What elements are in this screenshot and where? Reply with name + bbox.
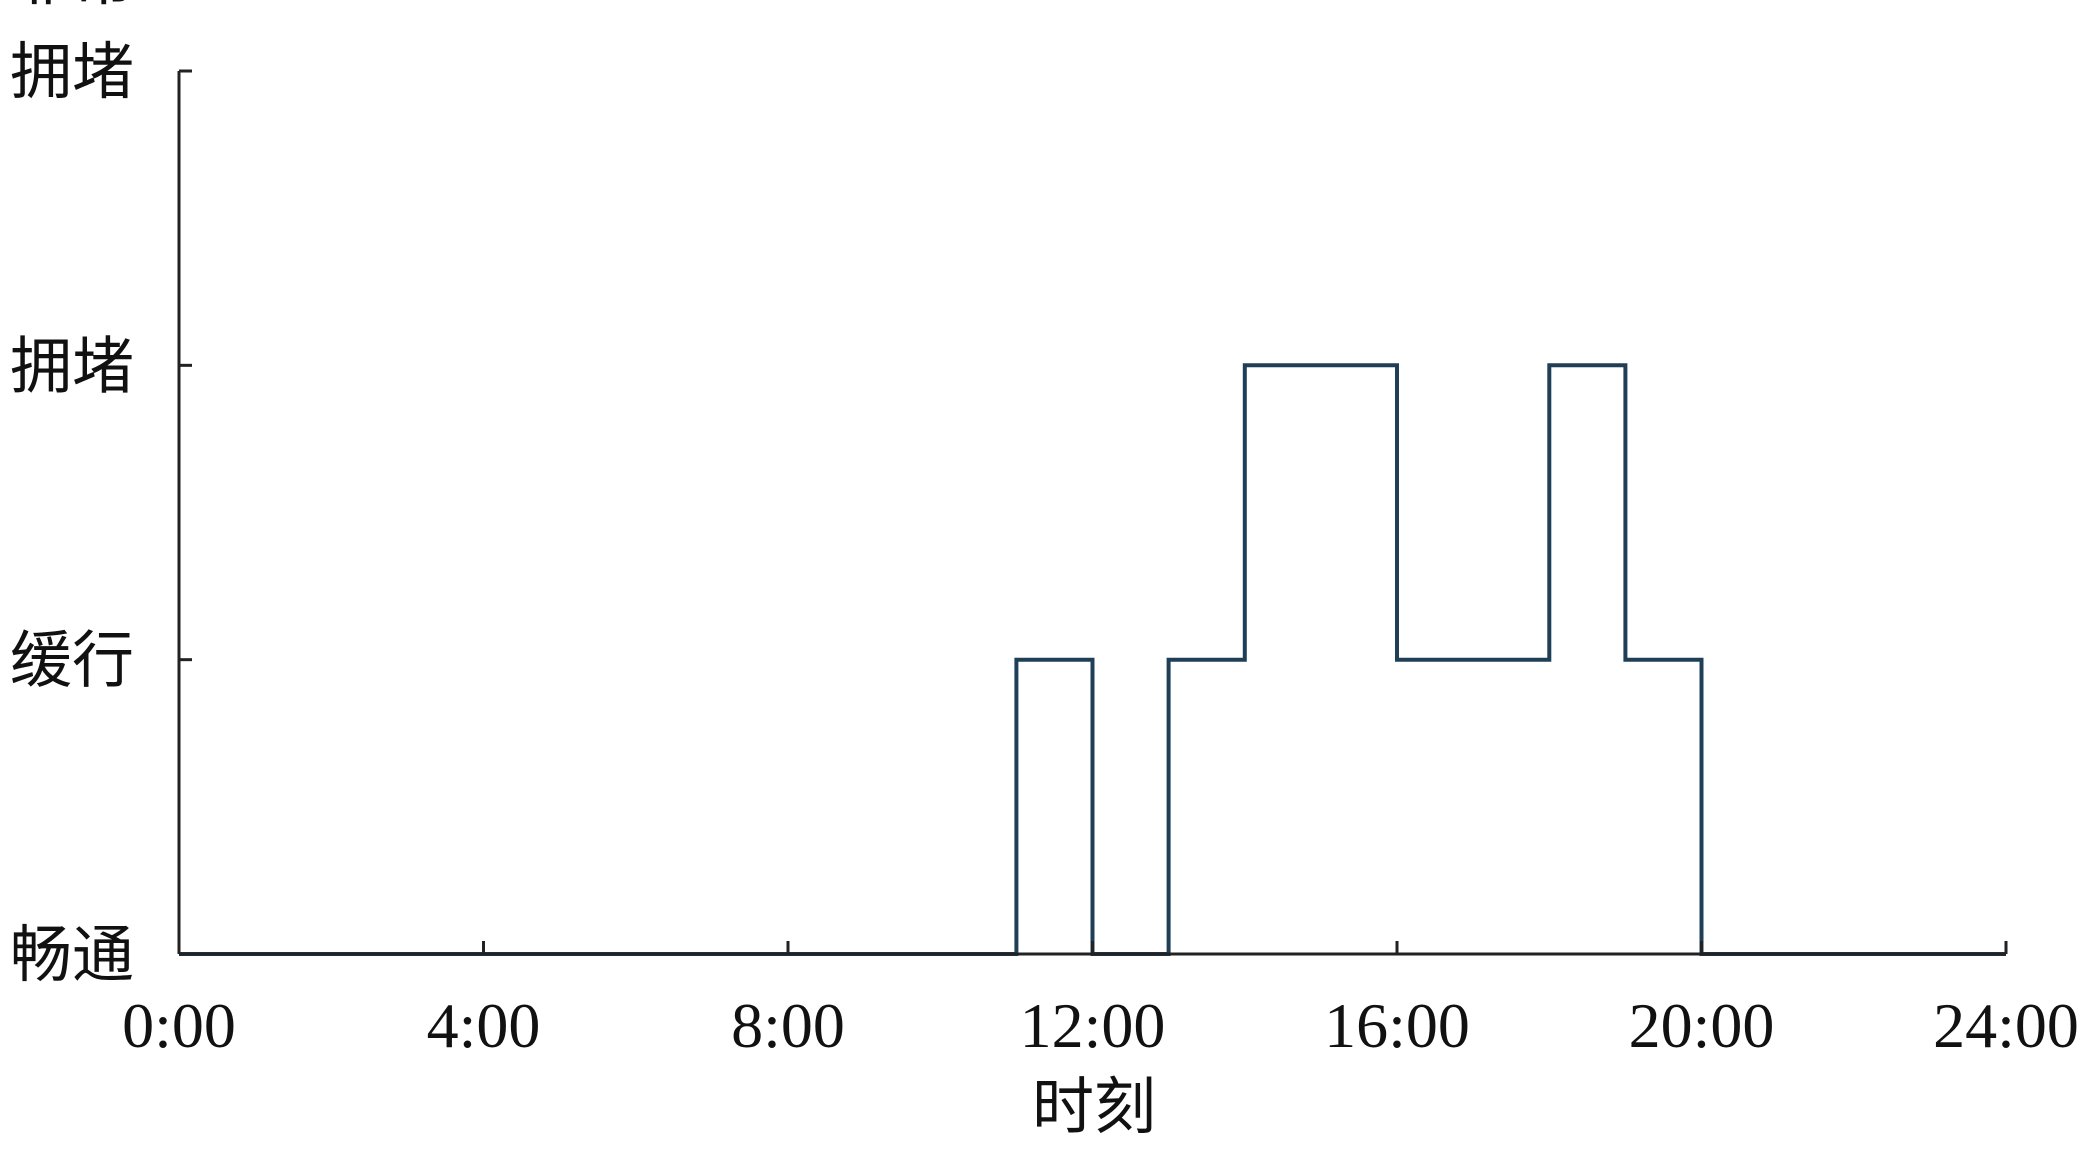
x-tick-label: 20:00 (1629, 990, 1775, 1061)
x-tick-label: 12:00 (1020, 990, 1166, 1061)
y-tick-label: 缓行 (10, 624, 134, 697)
y-tick-label: 非常 (10, 0, 134, 14)
x-axis: 0:00 4:00 8:00 12:00 16:00 20:00 24:00 (122, 941, 2079, 1061)
y-tick-label: 拥堵 (10, 35, 134, 108)
x-tick-label: 4:00 (427, 990, 541, 1061)
y-tick-label: 拥堵 (10, 329, 134, 402)
series-line (179, 363, 2006, 956)
x-tick-label: 0:00 (122, 990, 236, 1061)
y-axis: 畅通 缓行 拥堵 非常拥堵 (10, 0, 192, 991)
x-tick-label: 24:00 (1933, 990, 2079, 1061)
plot-area (179, 363, 2006, 956)
x-tick-label: 8:00 (731, 990, 845, 1061)
y-tick-label: 畅通 (10, 918, 134, 991)
x-tick-label: 16:00 (1324, 990, 1470, 1061)
x-axis-title: 时刻 (1032, 1070, 1156, 1143)
